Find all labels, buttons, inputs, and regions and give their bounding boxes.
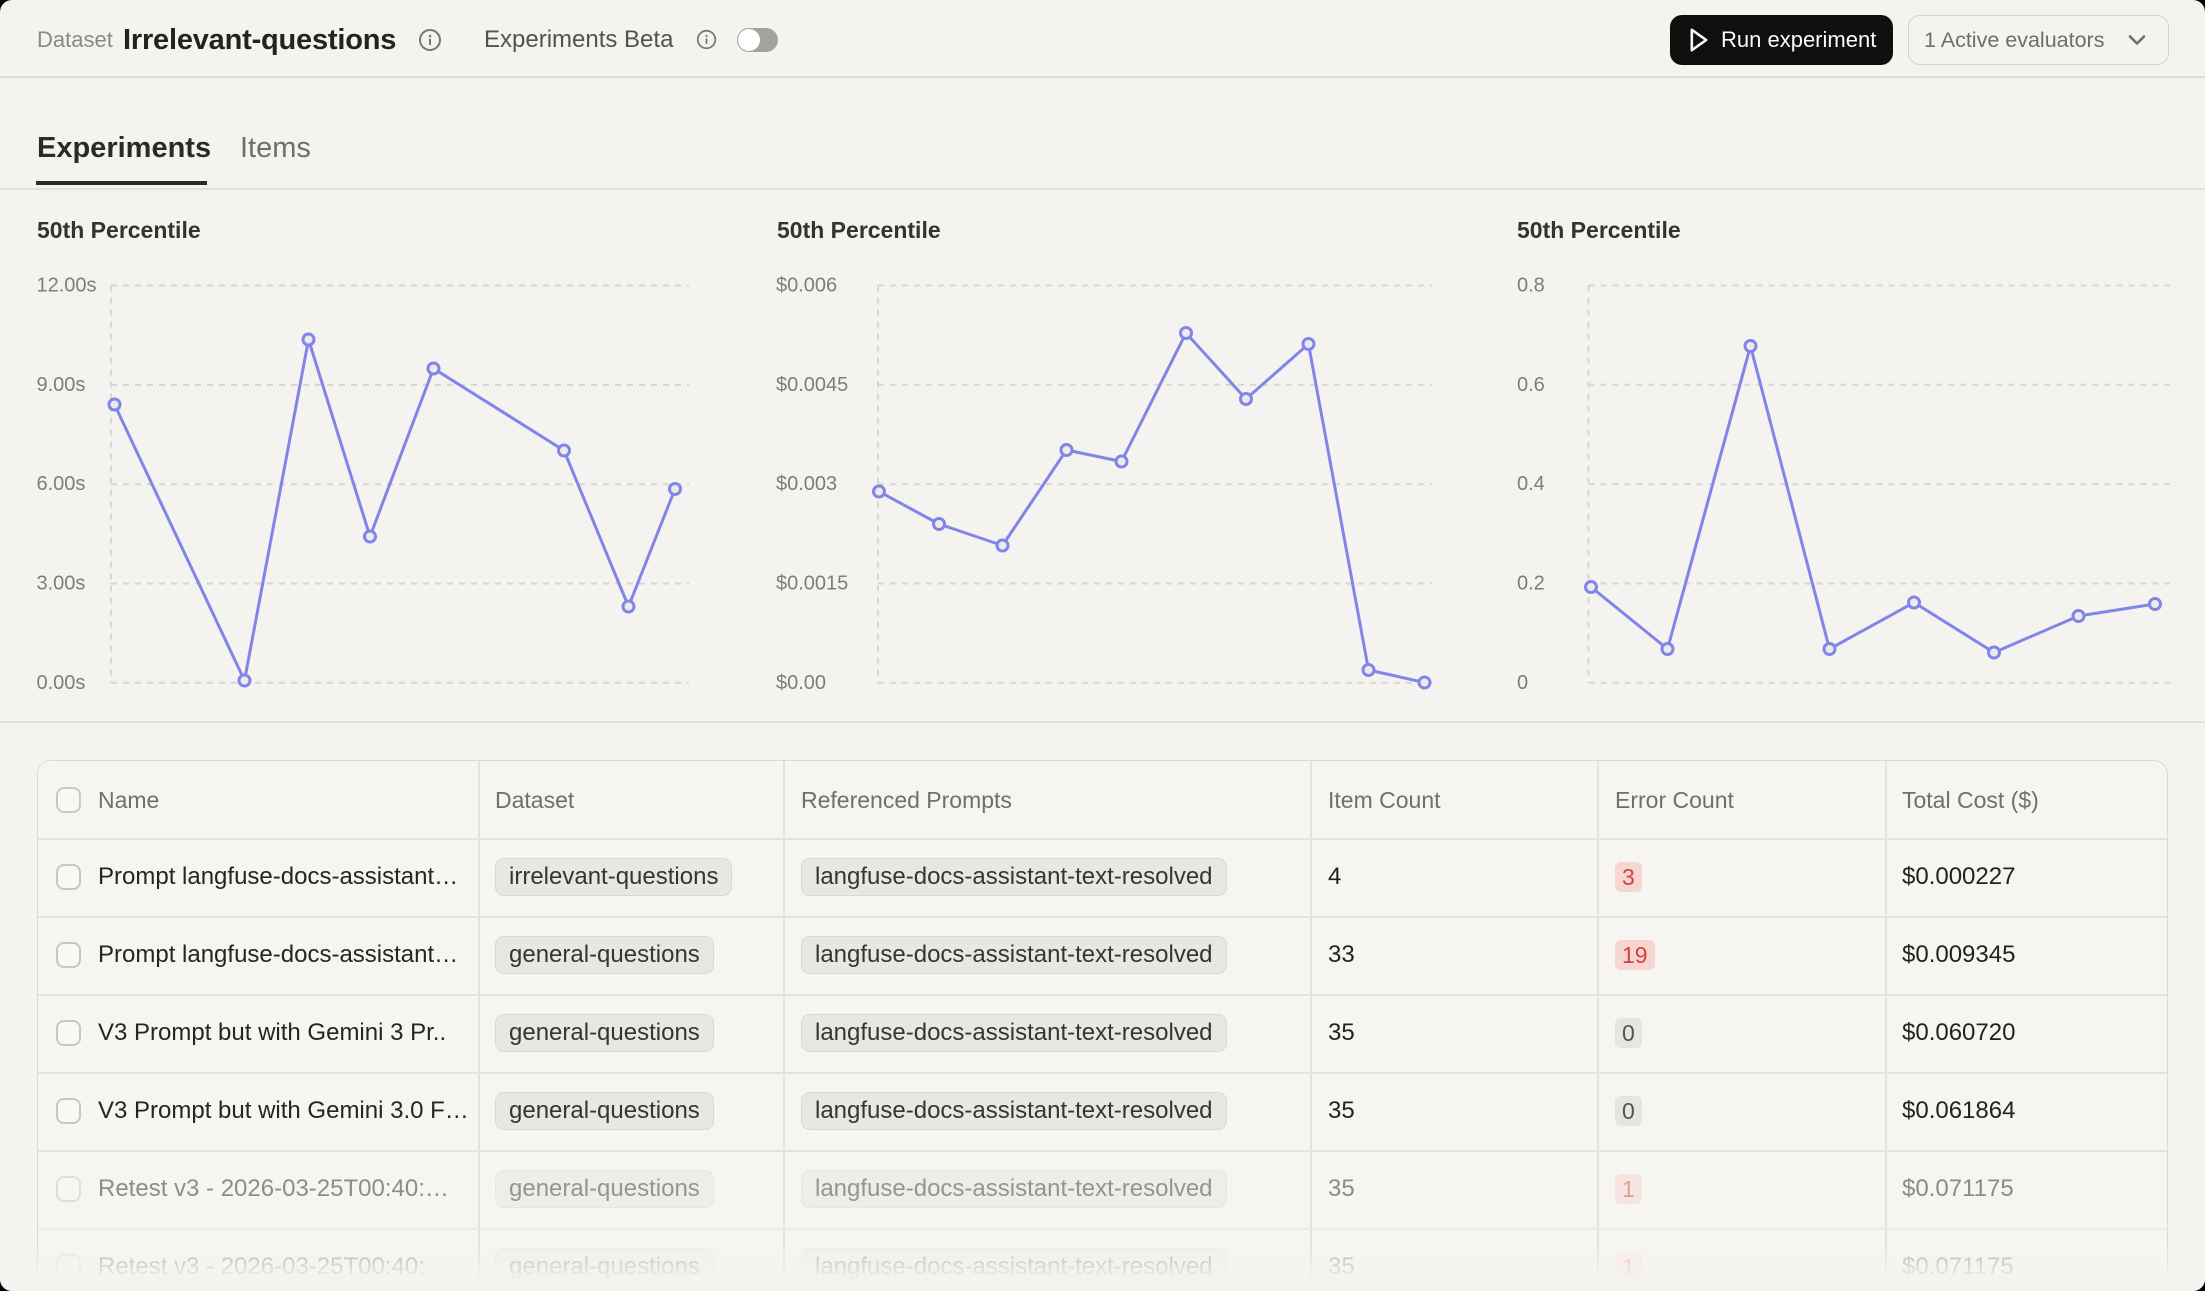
svg-text:0.4: 0.4	[1517, 473, 1545, 495]
svg-text:$0.003: $0.003	[776, 473, 837, 495]
svg-text:0: 0	[1517, 672, 1528, 694]
svg-text:6.00s: 6.00s	[37, 473, 86, 495]
svg-text:0.2: 0.2	[1517, 573, 1545, 595]
svg-text:$0.0015: $0.0015	[776, 573, 848, 595]
svg-text:$0.006: $0.006	[776, 275, 837, 297]
svg-text:12.00s: 12.00s	[37, 275, 97, 297]
svg-text:0.8: 0.8	[1517, 275, 1545, 297]
svg-text:3.00s: 3.00s	[37, 573, 86, 595]
svg-text:$0.0045: $0.0045	[776, 374, 848, 396]
svg-text:0.00s: 0.00s	[37, 672, 86, 694]
svg-text:9.00s: 9.00s	[37, 374, 86, 396]
svg-text:0.6: 0.6	[1517, 374, 1545, 396]
svg-text:$0.00: $0.00	[776, 672, 826, 694]
